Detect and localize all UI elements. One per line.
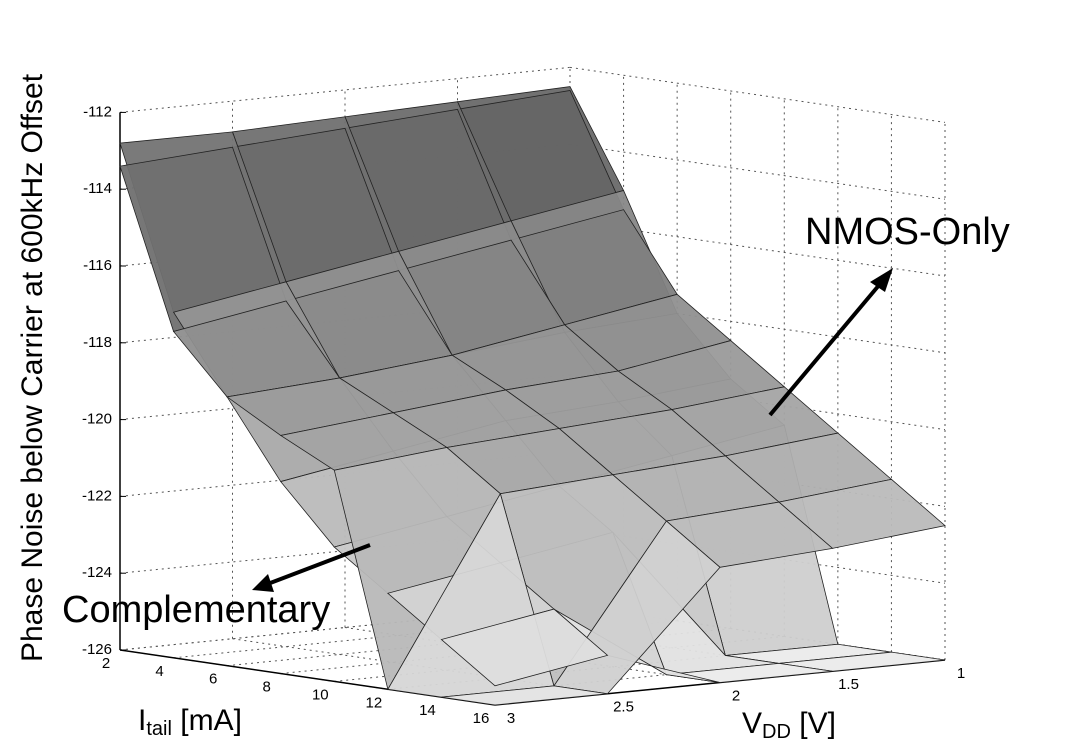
arrow xyxy=(264,543,371,587)
surfaces xyxy=(119,86,946,706)
z-tick-label: -126 xyxy=(82,641,112,658)
z-axis-label: Phase Noise below Carrier at 600kHz Offs… xyxy=(16,73,49,662)
x-tick-label: 6 xyxy=(209,671,217,688)
z-tick-label: -112 xyxy=(83,103,112,120)
z-tick-label: -120 xyxy=(82,411,112,428)
x-axis-label: Itail [mA] xyxy=(138,704,242,740)
x-label-sub: tail xyxy=(146,718,172,740)
y-axis-label: VDD [V] xyxy=(742,707,836,743)
z-tick-label: -118 xyxy=(83,334,112,351)
x-tick-label: 4 xyxy=(155,663,163,680)
grid-line xyxy=(569,143,946,200)
y-label-unit: [V] xyxy=(791,707,836,740)
z-tick-label: -124 xyxy=(82,564,112,581)
x-tick-label: 14 xyxy=(419,702,436,719)
legend-label: NMOS-Only xyxy=(805,211,1010,253)
y-label-main: V xyxy=(742,707,762,740)
z-tick-label: -122 xyxy=(82,487,112,504)
surface-patch xyxy=(441,685,608,706)
y-tick-label: 3 xyxy=(507,710,515,727)
x-tick-label: 12 xyxy=(366,694,383,711)
x-tick-label: 2 xyxy=(102,655,110,672)
z-tick-label: -114 xyxy=(83,180,112,197)
legend-label: Complementary xyxy=(62,589,330,631)
x-tick-label: 16 xyxy=(473,710,490,727)
x-tick-label: 10 xyxy=(312,686,329,703)
y-tick-label: 1 xyxy=(957,665,965,682)
arrow-head xyxy=(252,574,274,592)
y-tick-label: 2 xyxy=(732,687,740,704)
arrow-head xyxy=(870,268,893,292)
z-tick-label: -116 xyxy=(83,257,112,274)
grid-line xyxy=(569,66,946,123)
x-tick-label: 8 xyxy=(263,679,271,696)
arrow xyxy=(768,276,887,417)
y-tick-label: 1.5 xyxy=(838,676,859,693)
surface-patch xyxy=(440,608,609,687)
x-label-unit: [mA] xyxy=(172,704,242,737)
x-label-main: I xyxy=(138,704,146,737)
annotations: NMOS-Only Complementary xyxy=(62,211,1010,631)
y-tick-label: 2.5 xyxy=(613,699,634,716)
y-label-sub: DD xyxy=(762,721,791,743)
